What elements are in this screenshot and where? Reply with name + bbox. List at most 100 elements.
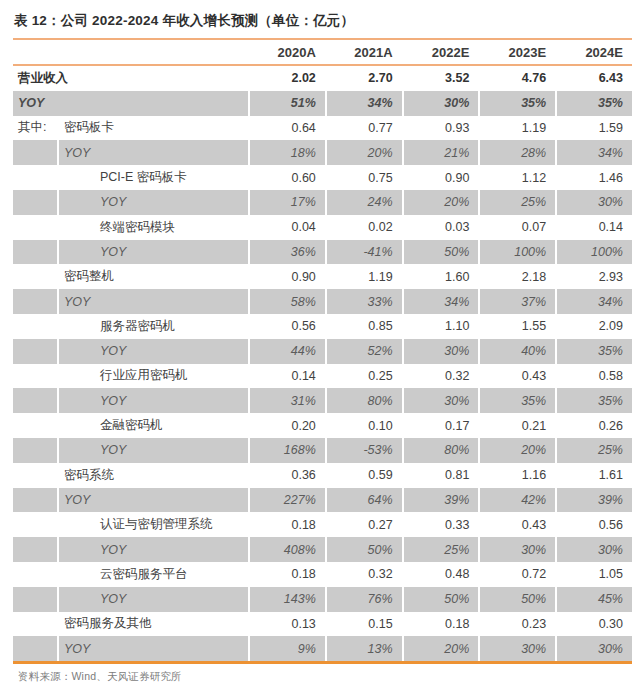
cell-value: 18% <box>250 140 325 165</box>
table-row: YOY44%52%30%40%35% <box>13 339 632 364</box>
cell-value: 0.64 <box>250 116 325 141</box>
cell-value: 0.02 <box>327 215 402 240</box>
table-body: 营业收入2.022.703.524.766.43YOY51%34%30%35%3… <box>13 66 632 661</box>
table-row: PCI-E 密码板卡0.600.750.901.121.46 <box>13 165 632 190</box>
cell-value: -53% <box>327 438 402 463</box>
cell-value: 0.27 <box>327 512 402 537</box>
cell-value: 50% <box>404 240 479 265</box>
row-prefix-spacer <box>13 537 57 562</box>
cell-value: 0.60 <box>250 165 325 190</box>
cell-value: 17% <box>250 190 325 215</box>
row-label: YOY <box>59 438 248 463</box>
row-prefix-spacer <box>13 215 57 240</box>
cell-value: 1.05 <box>557 562 632 587</box>
cell-value: 408% <box>250 537 325 562</box>
row-label: 行业应用密码机 <box>59 364 248 389</box>
cell-value: 35% <box>557 388 632 413</box>
row-label: YOY <box>59 289 248 314</box>
cell-value: 30% <box>557 537 632 562</box>
row-prefix-spacer <box>13 165 57 190</box>
table-bottom-line <box>13 661 632 664</box>
row-prefix-spacer <box>13 488 57 513</box>
cell-value: 34% <box>404 289 479 314</box>
row-prefix-spacer <box>13 438 57 463</box>
table-row: 终端密码模块0.040.020.030.070.14 <box>13 215 632 240</box>
cell-value: 50% <box>327 537 402 562</box>
cell-value: 168% <box>250 438 325 463</box>
row-prefix-spacer <box>13 364 57 389</box>
cell-value: 25% <box>404 537 479 562</box>
row-label: 金融密码机 <box>59 413 248 438</box>
cell-value: 0.56 <box>250 314 325 339</box>
cell-value: 0.14 <box>250 364 325 389</box>
cell-value: 42% <box>480 488 555 513</box>
cell-value: 1.12 <box>480 165 555 190</box>
row-label: YOY <box>59 636 248 661</box>
page-title: 表 12：公司 2022-2024 年收入增长预测（单位：亿元） <box>14 12 614 30</box>
cell-value: 20% <box>327 140 402 165</box>
row-prefix-spacer <box>13 140 57 165</box>
row-label: PCI-E 密码板卡 <box>59 165 248 190</box>
cell-value: 9% <box>250 636 325 661</box>
year-column-header: 2023E <box>480 45 555 60</box>
cell-value: 31% <box>250 388 325 413</box>
cell-value: 0.93 <box>404 116 479 141</box>
table-row: YOY58%33%34%37%34% <box>13 289 632 314</box>
cell-value: 30% <box>404 91 479 116</box>
row-label: YOY <box>59 587 248 612</box>
cell-value: 20% <box>404 190 479 215</box>
table-row: 行业应用密码机0.140.250.320.430.58 <box>13 364 632 389</box>
cell-value: 0.59 <box>327 463 402 488</box>
cell-value: 50% <box>404 587 479 612</box>
table-row: 营业收入2.022.703.524.766.43 <box>13 66 632 91</box>
table-row: 服务器密码机0.560.851.101.552.09 <box>13 314 632 339</box>
table-row: 密码系统0.360.590.811.161.61 <box>13 463 632 488</box>
cell-value: 0.85 <box>327 314 402 339</box>
cell-value: 1.59 <box>557 116 632 141</box>
table-row: YOY227%64%39%42%39% <box>13 488 632 513</box>
row-prefix: 其中: <box>13 116 57 141</box>
table-row: YOY168%-53%80%20%25% <box>13 438 632 463</box>
table-row: YOY17%24%20%25%30% <box>13 190 632 215</box>
row-label: YOY <box>13 91 248 116</box>
cell-value: 80% <box>404 438 479 463</box>
row-label: 密码服务及其他 <box>59 612 248 637</box>
cell-value: 35% <box>557 339 632 364</box>
row-prefix-spacer <box>13 264 57 289</box>
cell-value: 30% <box>557 190 632 215</box>
cell-value: 0.90 <box>250 264 325 289</box>
year-column-header: 2020A <box>250 45 325 60</box>
cell-value: 0.32 <box>404 364 479 389</box>
row-prefix-spacer <box>13 388 57 413</box>
cell-value: 100% <box>557 240 632 265</box>
cell-value: 45% <box>557 587 632 612</box>
cell-value: 0.32 <box>327 562 402 587</box>
cell-value: 0.43 <box>480 512 555 537</box>
cell-value: 2.02 <box>250 66 325 91</box>
row-prefix-spacer <box>13 240 57 265</box>
cell-value: 0.25 <box>327 364 402 389</box>
cell-value: 0.90 <box>404 165 479 190</box>
table-row: YOY408%50%25%30%30% <box>13 537 632 562</box>
cell-value: 0.30 <box>557 612 632 637</box>
cell-value: 39% <box>557 488 632 513</box>
cell-value: 34% <box>327 91 402 116</box>
row-prefix-spacer <box>13 562 57 587</box>
cell-value: 6.43 <box>557 66 632 91</box>
row-prefix-spacer <box>13 636 57 661</box>
cell-value: 2.93 <box>557 264 632 289</box>
cell-value: 0.18 <box>404 612 479 637</box>
cell-value: 52% <box>327 339 402 364</box>
row-label: 密码整机 <box>59 264 248 289</box>
table-row: 认证与密钥管理系统0.180.270.330.430.56 <box>13 512 632 537</box>
cell-value: 25% <box>557 438 632 463</box>
cell-value: 4.76 <box>480 66 555 91</box>
table-row: 其中:密码板卡0.640.770.931.191.59 <box>13 116 632 141</box>
cell-value: 0.43 <box>480 364 555 389</box>
cell-value: 35% <box>557 91 632 116</box>
cell-value: 0.04 <box>250 215 325 240</box>
cell-value: 0.18 <box>250 512 325 537</box>
cell-value: 0.21 <box>480 413 555 438</box>
row-label: 密码系统 <box>59 463 248 488</box>
cell-value: 227% <box>250 488 325 513</box>
